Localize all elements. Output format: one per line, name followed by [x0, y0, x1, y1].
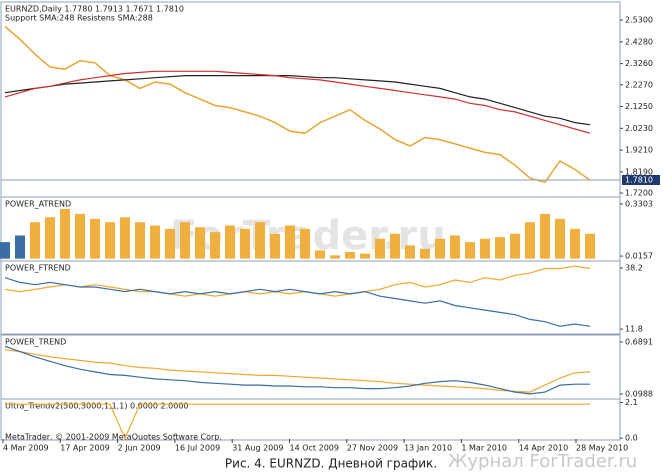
- y-tick-label: 1.7200: [625, 189, 653, 198]
- y-tick-label: 0.0: [625, 434, 638, 443]
- bar: [345, 252, 355, 259]
- x-tick-label: 28 May 2010: [576, 444, 628, 453]
- bar: [105, 222, 115, 259]
- bar: [270, 233, 280, 259]
- bar: [180, 222, 190, 259]
- y-tick-label: 38.2: [625, 264, 643, 273]
- bar: [585, 233, 595, 259]
- bar: [195, 227, 205, 259]
- bar: [90, 218, 100, 259]
- line: [4, 265, 591, 297]
- bar: [285, 225, 295, 259]
- line: [4, 70, 591, 134]
- x-tick-label: 16 Jul 2009: [175, 444, 220, 453]
- y-tick-label: 2.4280: [625, 37, 653, 46]
- bar: [390, 233, 400, 259]
- panel-title: Ultra_Trendv2(500,3000,1,1,1) 0.0000 2.0…: [5, 402, 189, 411]
- line: [4, 345, 590, 395]
- y-tick-label: 2.1250: [625, 102, 653, 111]
- x-tick-label: 27 Nov 2009: [347, 444, 398, 453]
- bar: [15, 235, 25, 259]
- bar: [255, 222, 265, 259]
- y-tick-label: 2.1: [625, 398, 638, 407]
- bar: [495, 237, 505, 259]
- bar: [0, 242, 10, 259]
- bar: [45, 217, 55, 259]
- bar: [330, 255, 340, 259]
- panel: [0, 260, 621, 335]
- bar: [360, 253, 370, 259]
- bar: [300, 228, 310, 259]
- last-price-label: 1.7810: [625, 175, 653, 184]
- bar: [540, 213, 550, 259]
- bar: [315, 250, 325, 259]
- y-tick-label: 0.0157: [625, 252, 653, 261]
- x-tick-label: 31 Aug 2009: [232, 444, 283, 453]
- y-tick-label: 2.5300: [625, 16, 653, 25]
- x-tick-label: 14 Oct 2009: [290, 444, 339, 453]
- y-tick-label: 0.0988: [625, 390, 653, 399]
- bar: [75, 213, 85, 259]
- bar: [465, 242, 475, 259]
- bar: [60, 208, 70, 259]
- bar: [30, 222, 40, 259]
- bar: [225, 225, 235, 259]
- x-tick-label: 14 Apr 2010: [519, 444, 568, 453]
- line: [4, 349, 591, 393]
- line: [5, 403, 590, 440]
- bar: [165, 228, 175, 259]
- bar: [135, 222, 145, 259]
- y-tick-label: 2.3260: [625, 59, 653, 68]
- y-tick-label: 2.0230: [625, 124, 653, 133]
- panel-title: POWER_ATREND: [5, 200, 71, 209]
- last-price-box: [622, 174, 660, 185]
- caption: Рис. 4. EURNZD. Дневной график.: [225, 457, 437, 471]
- panel-title: POWER_TREND: [5, 338, 66, 347]
- x-tick-label: 13 Jan 2010: [404, 444, 452, 453]
- copyright: MetaTrader, © 2001-2009 MetaQuotes Softw…: [5, 433, 222, 442]
- line: [4, 25, 591, 184]
- y-tick-label: 0.6891: [625, 337, 653, 346]
- x-tick-label: 2 Jun 2009: [118, 444, 161, 453]
- bar: [120, 217, 130, 259]
- bar: [510, 233, 520, 259]
- bar: [420, 248, 430, 259]
- brand: Журнал ForTrader.ru: [448, 451, 637, 472]
- line: [4, 75, 591, 126]
- y-tick-label: 11.8: [625, 325, 643, 334]
- bar: [435, 238, 445, 259]
- x-tick-label: 4 Mar 2009: [3, 444, 49, 453]
- bar: [150, 225, 160, 259]
- bar: [525, 222, 535, 259]
- bar: [405, 245, 415, 259]
- y-tick-label: 0.3303: [625, 199, 653, 208]
- bar: [240, 228, 250, 259]
- panel-title: POWER_FTREND: [5, 264, 71, 273]
- bar: [555, 218, 565, 259]
- x-tick-label: 1 Mar 2010: [461, 444, 507, 453]
- bar: [210, 232, 220, 259]
- y-tick-label: 2.2270: [625, 80, 653, 89]
- y-tick-label: 1.9210: [625, 146, 653, 155]
- bar: [450, 235, 460, 259]
- y-tick-label: 1.8190: [625, 167, 653, 176]
- panel-title: EURNZD,Daily 1.7780 1.7913 1.7671 1.7810: [5, 5, 184, 14]
- bar: [480, 238, 490, 259]
- panel-subtitle: Support SMA:248 Resistens SMA:288: [5, 14, 153, 23]
- bar: [375, 238, 385, 259]
- bar: [570, 228, 580, 259]
- line: [4, 277, 591, 327]
- x-tick-label: 17 Apr 2009: [60, 444, 109, 453]
- panel: [0, 398, 621, 441]
